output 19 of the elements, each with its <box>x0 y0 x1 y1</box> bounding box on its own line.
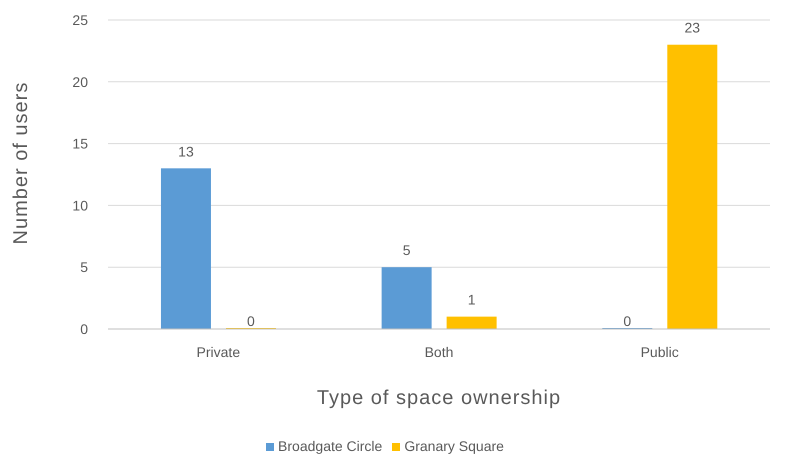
x-axis-title: Type of space ownership <box>316 387 562 409</box>
data-label: 23 <box>684 20 700 36</box>
y-tick-label: 5 <box>80 259 88 276</box>
y-tick-label: 15 <box>72 136 88 152</box>
data-label: 0 <box>623 313 632 329</box>
y-tick-label: 25 <box>72 12 88 28</box>
x-tick-label: Public <box>640 344 679 360</box>
x-tick-label: Both <box>424 344 454 360</box>
y-tick-label: 20 <box>72 74 88 90</box>
data-label: 0 <box>247 313 256 329</box>
y-tick-label: 0 <box>80 320 88 337</box>
data-label: 5 <box>402 242 411 258</box>
x-tick-label: Private <box>196 344 240 360</box>
data-label: 1 <box>468 292 476 308</box>
y-axis-title: Number of users <box>10 82 32 244</box>
data-label: 13 <box>178 143 194 160</box>
legend-label: Broadgate Circle <box>278 438 382 454</box>
legend-label: Granary Square <box>404 438 504 454</box>
y-tick-label: 10 <box>72 197 88 214</box>
